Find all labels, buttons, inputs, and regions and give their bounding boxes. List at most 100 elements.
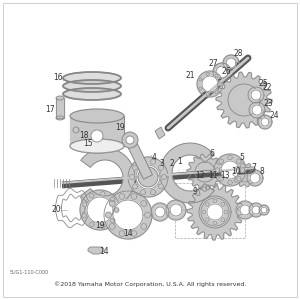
Polygon shape — [82, 202, 87, 207]
Ellipse shape — [56, 116, 64, 120]
Polygon shape — [252, 206, 260, 214]
Polygon shape — [221, 161, 239, 179]
Bar — [175, 183, 245, 238]
Ellipse shape — [56, 96, 64, 100]
Polygon shape — [240, 168, 245, 172]
Polygon shape — [110, 218, 115, 223]
Polygon shape — [128, 157, 168, 197]
Polygon shape — [88, 247, 104, 254]
Polygon shape — [110, 197, 115, 202]
Polygon shape — [155, 127, 165, 139]
Polygon shape — [221, 202, 225, 206]
Polygon shape — [251, 90, 261, 100]
Polygon shape — [250, 173, 260, 183]
Text: 14: 14 — [99, 248, 109, 256]
Polygon shape — [80, 190, 120, 230]
Polygon shape — [81, 148, 135, 208]
Text: ©2018 Yamaha Motor Corporation, U.S.A. All rights reserved.: ©2018 Yamaha Motor Corporation, U.S.A. A… — [54, 281, 246, 287]
Polygon shape — [166, 200, 186, 220]
Polygon shape — [236, 201, 254, 219]
Text: 18: 18 — [79, 131, 89, 140]
Text: 14: 14 — [123, 230, 133, 238]
Text: 8: 8 — [260, 167, 264, 176]
Polygon shape — [89, 222, 94, 226]
Text: 12: 12 — [195, 170, 205, 179]
Polygon shape — [89, 194, 94, 198]
Text: 5UG1-110-C000: 5UG1-110-C000 — [10, 269, 49, 275]
Ellipse shape — [63, 88, 121, 100]
Polygon shape — [215, 74, 218, 77]
Text: 2: 2 — [169, 158, 174, 167]
Text: 15: 15 — [83, 140, 93, 148]
Polygon shape — [201, 198, 229, 226]
Polygon shape — [141, 201, 147, 206]
Text: 19: 19 — [115, 124, 125, 133]
Polygon shape — [82, 213, 87, 218]
Polygon shape — [133, 165, 138, 170]
Polygon shape — [216, 66, 228, 78]
Polygon shape — [224, 210, 228, 214]
Polygon shape — [199, 78, 202, 81]
Polygon shape — [248, 87, 264, 103]
Polygon shape — [70, 116, 124, 146]
Text: 17: 17 — [45, 106, 55, 115]
Polygon shape — [106, 212, 111, 218]
Ellipse shape — [70, 139, 124, 153]
Polygon shape — [131, 194, 137, 199]
Polygon shape — [150, 159, 155, 164]
Polygon shape — [158, 165, 164, 170]
Polygon shape — [145, 212, 150, 218]
Polygon shape — [133, 184, 138, 189]
Polygon shape — [155, 207, 165, 217]
Polygon shape — [100, 224, 105, 229]
Text: 7: 7 — [252, 163, 256, 172]
Polygon shape — [214, 154, 246, 186]
Polygon shape — [249, 203, 263, 217]
Polygon shape — [206, 72, 209, 75]
Polygon shape — [150, 190, 155, 195]
Polygon shape — [240, 205, 250, 215]
Polygon shape — [219, 159, 224, 164]
Polygon shape — [205, 202, 209, 206]
Polygon shape — [215, 168, 220, 172]
Polygon shape — [119, 231, 125, 236]
Polygon shape — [249, 102, 265, 118]
Polygon shape — [56, 98, 64, 118]
Text: 21: 21 — [185, 71, 195, 80]
Circle shape — [126, 136, 134, 144]
Circle shape — [122, 132, 138, 148]
Ellipse shape — [70, 109, 124, 123]
Text: 19: 19 — [95, 221, 105, 230]
Polygon shape — [73, 127, 79, 133]
Ellipse shape — [63, 72, 121, 84]
Polygon shape — [213, 63, 231, 81]
Polygon shape — [131, 231, 137, 236]
Polygon shape — [259, 205, 269, 215]
Polygon shape — [197, 71, 223, 97]
Text: 11: 11 — [208, 170, 218, 179]
Polygon shape — [216, 72, 272, 128]
Polygon shape — [213, 199, 217, 203]
Polygon shape — [187, 184, 243, 240]
Text: 9: 9 — [193, 188, 197, 196]
Polygon shape — [205, 218, 209, 222]
Text: 6: 6 — [210, 148, 214, 158]
Polygon shape — [219, 177, 224, 181]
Polygon shape — [140, 190, 146, 195]
Polygon shape — [207, 204, 223, 220]
Text: 4: 4 — [152, 154, 156, 163]
Polygon shape — [87, 197, 113, 223]
Polygon shape — [114, 208, 119, 212]
Polygon shape — [219, 82, 222, 85]
Text: 1: 1 — [178, 157, 182, 166]
Polygon shape — [158, 184, 164, 189]
Text: 13: 13 — [220, 170, 230, 179]
Polygon shape — [226, 58, 236, 68]
Polygon shape — [215, 91, 218, 94]
Polygon shape — [258, 115, 272, 129]
Polygon shape — [206, 93, 209, 96]
Polygon shape — [228, 155, 232, 160]
Text: 10: 10 — [231, 167, 241, 176]
Polygon shape — [113, 200, 143, 230]
Text: 22: 22 — [262, 83, 272, 92]
